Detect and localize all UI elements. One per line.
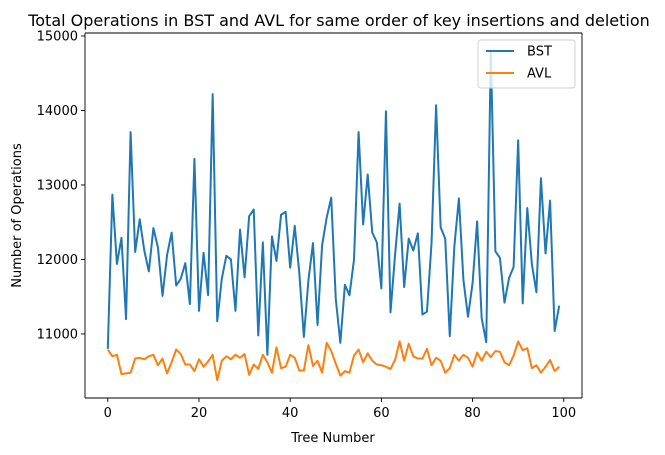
x-tick-label: 20: [191, 406, 208, 421]
legend-label-avl: AVL: [527, 67, 552, 82]
y-tick-label: 14000: [37, 104, 78, 119]
legend-label-bst: BST: [527, 45, 552, 60]
x-tick-label: 60: [373, 406, 390, 421]
series-line-avl: [106, 340, 560, 382]
axes: [84, 32, 583, 399]
x-tick-label: 0: [104, 406, 112, 421]
y-tick-label: 13000: [37, 178, 78, 193]
legend: BST AVL: [477, 39, 576, 89]
plot-area: [85, 33, 582, 398]
y-tick-label: 15000: [37, 29, 78, 44]
y-axis-label: Number of Operations: [10, 143, 25, 288]
series-line-bst: [106, 49, 561, 356]
y-ticks: 11000 12000 13000 14000 15000: [37, 29, 85, 342]
y-tick-label: 12000: [37, 253, 78, 268]
x-tick-label: 40: [282, 406, 299, 421]
x-tick-label: 80: [464, 406, 481, 421]
x-tick-label: 100: [551, 406, 576, 421]
series-layer: [106, 49, 561, 382]
x-axis-label: Tree Number: [290, 431, 375, 446]
x-ticks: 0 20 40 60 80 100: [104, 398, 576, 421]
chart-title: Total Operations in BST and AVL for same…: [27, 11, 650, 30]
y-tick-label: 11000: [37, 327, 78, 342]
